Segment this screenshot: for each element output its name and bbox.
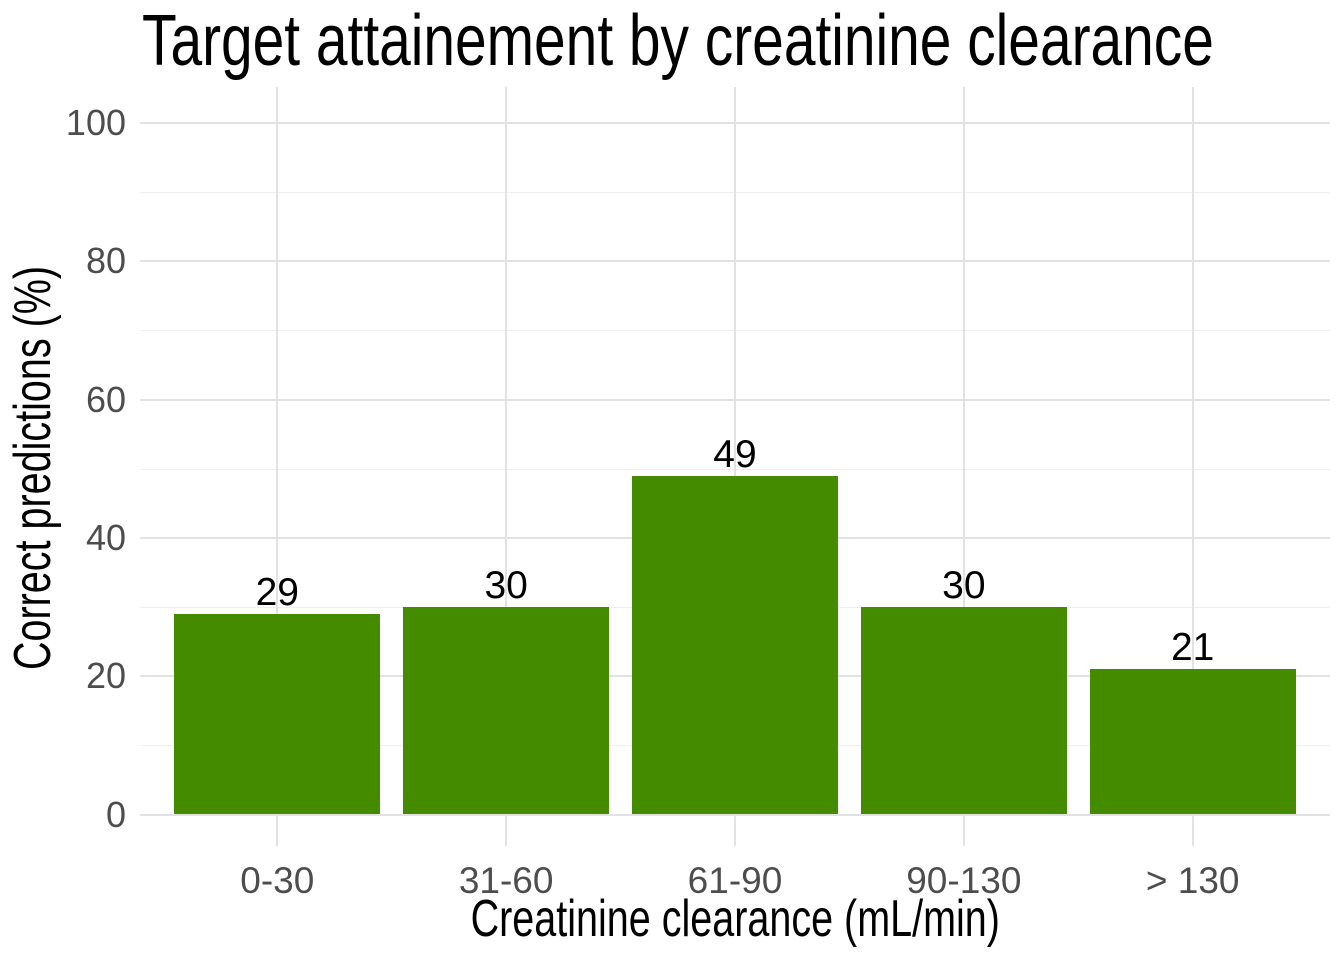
x-tick-label: 90-130: [906, 860, 1022, 901]
bar: [860, 607, 1067, 815]
bar: [174, 613, 381, 815]
gridline-major-vertical: [1191, 87, 1194, 846]
x-axis-title: Creatinine clearance (mL/min): [140, 893, 1330, 945]
y-tick-label: 40: [85, 516, 126, 558]
bar-value-label: 21: [1170, 626, 1215, 670]
x-tick-label: > 130: [1145, 860, 1240, 901]
bar-value-label: 30: [484, 564, 528, 608]
y-tick-label: 100: [65, 102, 126, 143]
bar-value-label: 49: [713, 432, 757, 476]
x-axis-title-text: Creatinine clearance (mL/min): [470, 890, 1000, 948]
bar: [632, 475, 838, 815]
y-tick-label: 80: [85, 240, 126, 282]
bar: [1089, 669, 1296, 815]
chart-title: Target attainement by creatinine clearan…: [142, 1, 1214, 81]
y-axis-title-text: Correct predictions (%): [4, 265, 62, 671]
x-tick-label: 31-60: [458, 860, 554, 901]
x-tick-label: 61-90: [687, 860, 783, 901]
gridline-major-vertical: [734, 87, 736, 846]
y-tick-label: 20: [85, 655, 126, 697]
y-tick-label: 60: [85, 378, 126, 420]
gridline-major-vertical: [962, 87, 965, 846]
bar-value-label: 29: [255, 570, 299, 614]
gridline-major-vertical: [276, 87, 279, 846]
bar: [403, 607, 610, 815]
y-tick-label: 0: [105, 793, 126, 835]
x-tick-label: 0-30: [240, 860, 315, 901]
bar-value-label: 30: [942, 564, 986, 608]
plot-panel: 29 30 49 30 21: [140, 87, 1330, 846]
gridline-major-vertical: [505, 87, 508, 846]
